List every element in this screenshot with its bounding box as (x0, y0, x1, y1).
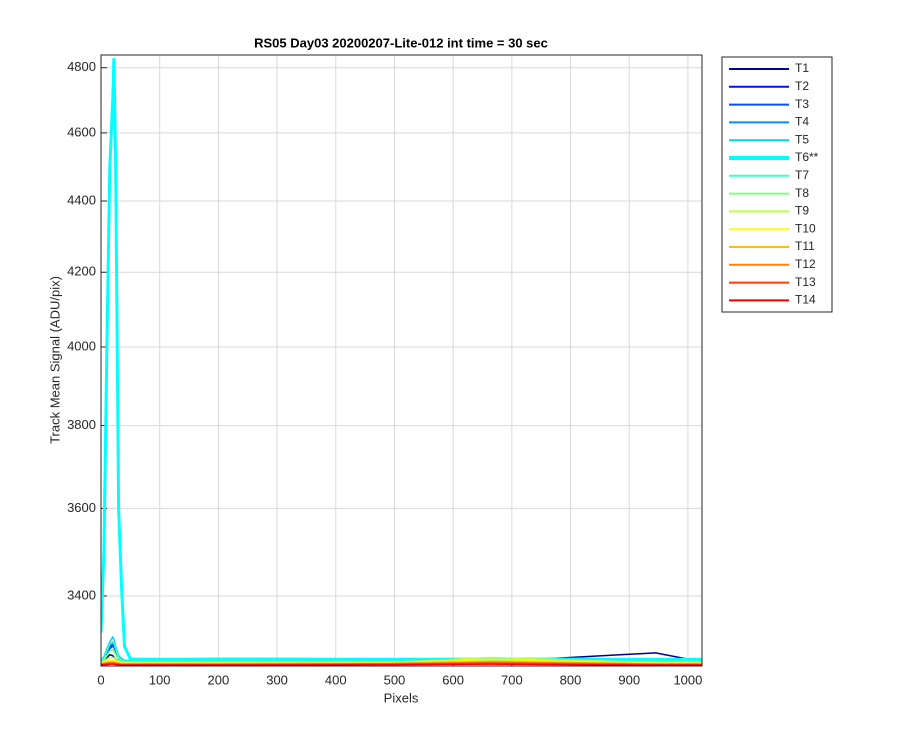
legend-box (721, 56, 833, 313)
legend-label: T3 (795, 97, 809, 111)
legend-label: T2 (795, 79, 809, 93)
legend-label: T6** (795, 150, 819, 164)
y-tick-label: 3400 (67, 587, 96, 602)
plot-area (101, 58, 702, 666)
legend-label: T14 (795, 293, 816, 307)
legend-label: T12 (795, 257, 816, 271)
x-tick-label: 900 (618, 672, 640, 687)
x-tick-label: 100 (149, 672, 171, 687)
series-line (101, 658, 702, 664)
legend-label: T1 (795, 61, 809, 75)
y-tick-label: 4600 (67, 124, 96, 139)
y-tick-label: 4400 (67, 192, 96, 207)
x-tick-label: 0 (97, 672, 104, 687)
x-tick-label: 300 (266, 672, 288, 687)
y-axis-label: Track Mean Signal (ADU/pix) (47, 276, 62, 444)
x-tick-label: 200 (208, 672, 230, 687)
legend-label: T4 (795, 115, 809, 129)
x-tick-label: 800 (560, 672, 582, 687)
x-tick-label: 1000 (673, 672, 702, 687)
chart-title: RS05 Day03 20200207-Lite-012 int time = … (254, 35, 548, 50)
x-axis-label: Pixels (384, 690, 419, 705)
y-tick-label: 4800 (67, 59, 96, 74)
axes-box (100, 54, 703, 667)
x-tick-label: 700 (501, 672, 523, 687)
x-tick-label: 600 (442, 672, 464, 687)
grid: 0 100 200 300 400 500 600 700 800 900 1000 3400 3600… (67, 55, 702, 687)
legend-label: T5 (795, 132, 809, 146)
legend-label: T9 (795, 204, 809, 218)
legend-label: T8 (795, 186, 809, 200)
legend-label: T10 (795, 221, 816, 235)
legend-label: T13 (795, 275, 816, 289)
y-tick-label: 3600 (67, 500, 96, 515)
legend-label: T11 (795, 239, 815, 253)
x-tick-label: 500 (384, 672, 406, 687)
series-line (101, 58, 702, 661)
x-tick-label: 400 (325, 672, 347, 687)
y-tick-label: 4200 (67, 264, 96, 279)
legend-label: T7 (795, 168, 809, 182)
y-tick-label: 4000 (67, 338, 96, 353)
series-line (101, 663, 702, 666)
legend: T1 T2 T3 T4 T5 T6** T7 T8 T9 T10 T11 T12 T13 T14 (729, 61, 819, 307)
y-tick-label: 3800 (67, 417, 96, 432)
